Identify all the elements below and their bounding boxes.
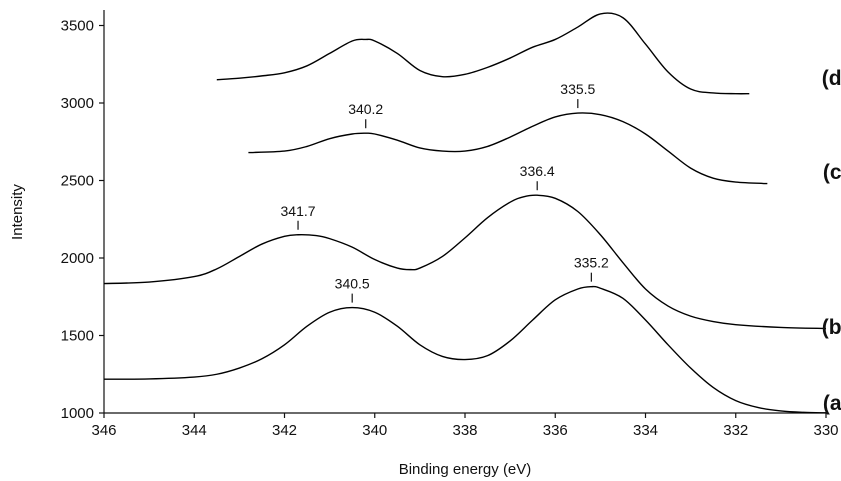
series-label: (d) [822, 67, 841, 90]
series-layer [103, 12, 827, 414]
series-label: (c) [823, 161, 841, 184]
peak-label: 335.5 [560, 81, 595, 97]
axes [103, 10, 826, 414]
x-tick-label: 344 [182, 422, 207, 439]
x-tick-label: 332 [723, 422, 748, 439]
x-tick-label: 330 [813, 422, 838, 439]
x-tick-label: 346 [91, 422, 116, 439]
x-tick-label: 336 [543, 422, 568, 439]
series-label: (b) [822, 316, 841, 339]
y-ticks: 1000 1500 2000 2500 3000 3500 [61, 18, 104, 422]
y-tick-label: 3500 [61, 18, 94, 35]
series-label: (a) [823, 392, 841, 415]
x-axis-title: Binding energy (eV) [399, 461, 532, 478]
peak-label: 340.2 [348, 101, 383, 117]
peak-label: 335.2 [574, 255, 609, 271]
peak-label: 336.4 [520, 163, 555, 179]
label-layer: (a) (b) (c) (d) [822, 67, 841, 415]
y-tick-label: 1500 [61, 328, 94, 345]
series-line [103, 194, 827, 330]
peak-label: 340.5 [335, 276, 370, 292]
series-line [248, 112, 768, 185]
y-tick-label: 3000 [61, 95, 94, 112]
y-tick-label: 2500 [61, 173, 94, 190]
series-line [216, 12, 750, 95]
annotation-layer: 340.5 335.2 341.7 336.4 340.2 335.5 [281, 81, 609, 303]
x-tick-label: 338 [452, 422, 477, 439]
series-line [103, 285, 827, 414]
x-tick-label: 340 [362, 422, 387, 439]
y-tick-label: 2000 [61, 250, 94, 267]
x-ticks: 346 344 342 340 338 336 334 332 330 [91, 413, 839, 439]
x-tick-label: 334 [633, 422, 658, 439]
peak-label: 341.7 [281, 203, 316, 219]
y-tick-label: 1000 [61, 405, 94, 422]
y-axis-title: Intensity [9, 184, 26, 240]
x-tick-label: 342 [272, 422, 297, 439]
